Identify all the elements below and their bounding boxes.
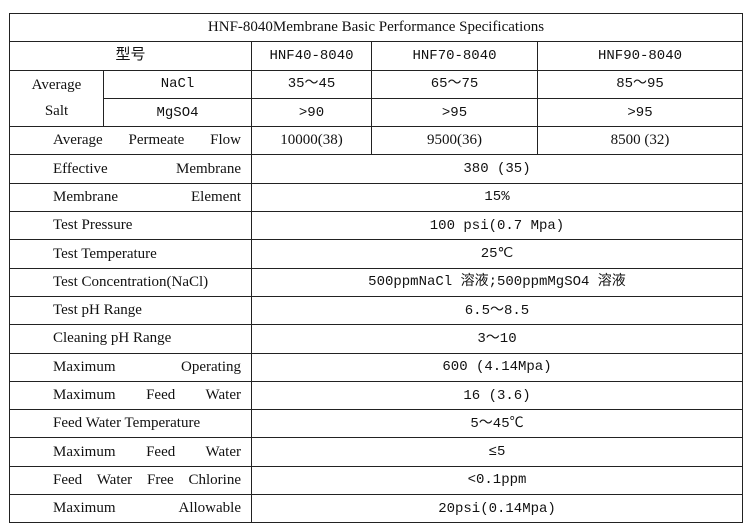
spec-table: HNF-8040Membrane Basic Performance Speci… — [9, 12, 743, 524]
spec-value: ≤5 — [251, 437, 743, 467]
salt-group-label-line2: Salt — [44, 103, 69, 120]
spec-value: <0.1ppm — [251, 465, 743, 496]
spec-value: 5～45℃ — [251, 409, 743, 439]
flow-label: Average Permeate Flow — [9, 126, 252, 156]
spec-value: 500ppmNaCl 溶液;500ppmMgSO4 溶液 — [251, 267, 743, 297]
model-header-cell: HNF70-8040 — [371, 41, 538, 71]
spec-label: Membrane Element — [9, 182, 252, 213]
spec-row: Maximum Allowable 20psi(0.14Mpa) — [9, 494, 743, 524]
spec-label: Cleaning pH Range — [9, 324, 252, 354]
salt-value-cell: >90 — [251, 97, 372, 128]
spec-row: Effective Membrane 380 (35) — [9, 154, 743, 184]
salt-value-cell: 85～95 — [537, 69, 743, 99]
spec-value: 16 (3.6) — [251, 380, 743, 411]
spec-label: Maximum Feed Water — [9, 437, 252, 467]
title-row: HNF-8040Membrane Basic Performance Speci… — [9, 12, 743, 43]
spec-label: Test pH Range — [9, 295, 252, 326]
flow-value-cell: 9500(36) — [371, 126, 538, 156]
spec-value: 600 (4.14Mpa) — [251, 352, 743, 382]
spec-row: Maximum Feed Water 16 (3.6) — [9, 380, 743, 411]
salt-group-label-line1: Average — [31, 77, 82, 94]
spec-value: 25℃ — [251, 239, 743, 269]
spec-label: Test Temperature — [9, 239, 252, 269]
spec-label: Feed Water Free Chlorine — [9, 465, 252, 496]
spec-row: Test Pressure 100 psi(0.7 Mpa) — [9, 211, 743, 241]
spec-value: 15% — [251, 182, 743, 213]
spec-value: 3～10 — [251, 324, 743, 354]
flow-value-cell: 8500 (32) — [537, 126, 743, 156]
spec-value: 20psi(0.14Mpa) — [251, 494, 743, 524]
spec-row: Maximum Feed Water ≤5 — [9, 437, 743, 467]
salt-value-cell: >95 — [371, 97, 538, 128]
spec-row: Maximum Operating 600 (4.14Mpa) — [9, 352, 743, 382]
spec-row: Test pH Range 6.5～8.5 — [9, 295, 743, 326]
spec-row: Test Temperature 25℃ — [9, 239, 743, 269]
spec-row: Feed Water Temperature 5～45℃ — [9, 409, 743, 439]
model-label: 型号 — [9, 41, 252, 71]
table-title: HNF-8040Membrane Basic Performance Speci… — [9, 12, 743, 43]
flow-value-cell: 10000(38) — [251, 126, 372, 156]
model-header-cell: HNF90-8040 — [537, 41, 743, 71]
spec-label: Maximum Allowable — [9, 494, 252, 524]
spec-row: Cleaning pH Range 3～10 — [9, 324, 743, 354]
flow-row: Average Permeate Flow 10000(38) 9500(36)… — [9, 126, 743, 156]
salt-value-cell: 35～45 — [251, 69, 372, 99]
salt-value-cell: >95 — [537, 97, 743, 128]
model-header-cell: HNF40-8040 — [251, 41, 372, 71]
spec-label: Feed Water Temperature — [9, 409, 252, 439]
spec-label: Test Pressure — [9, 211, 252, 241]
spec-value: 100 psi(0.7 Mpa) — [251, 211, 743, 241]
spec-label: Test Concentration(NaCl) — [9, 267, 252, 297]
spec-label: Maximum Feed Water — [9, 380, 252, 411]
spec-label: Effective Membrane — [9, 154, 252, 184]
salt-row-nacl: Average Salt NaCl 35～45 65～75 85～95 — [9, 69, 743, 128]
spec-row: Membrane Element 15% — [9, 182, 743, 213]
salt-row-mgso4: MgSO4 >90 >95 >95 — [10, 97, 743, 128]
spec-label: Maximum Operating — [9, 352, 252, 382]
spec-row: Feed Water Free Chlorine <0.1ppm — [9, 465, 743, 496]
salt-value-cell: 65～75 — [371, 69, 538, 99]
salt-group-label: Average Salt — [9, 69, 104, 128]
model-header-row: 型号 HNF40-8040 HNF70-8040 HNF90-8040 — [9, 41, 743, 71]
spec-value: 6.5～8.5 — [251, 295, 743, 326]
spec-value: 380 (35) — [251, 154, 743, 184]
salt-type-label: NaCl — [103, 69, 252, 99]
salt-type-label: MgSO4 — [103, 97, 252, 128]
spec-row: Test Concentration(NaCl) 500ppmNaCl 溶液;50… — [9, 267, 743, 297]
